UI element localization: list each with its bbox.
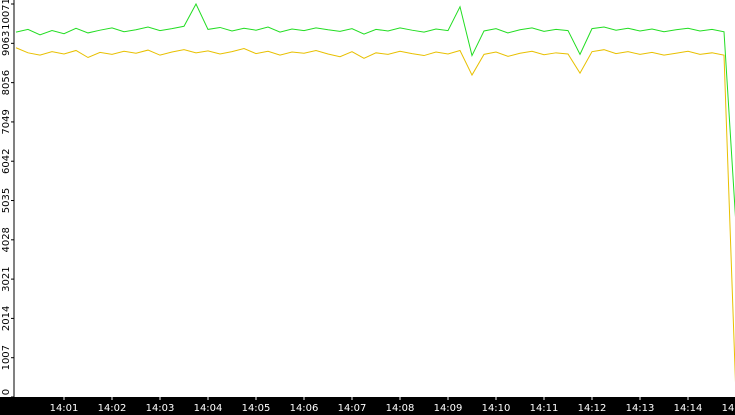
x-tick-label: 14:08: [386, 403, 415, 414]
y-tick-label: 3021: [1, 266, 12, 291]
y-tick-label: 5035: [1, 188, 12, 213]
x-axis-band: [0, 397, 735, 415]
x-tick-label: 14:14: [674, 403, 703, 414]
y-tick-label: 6042: [1, 148, 12, 173]
x-tick-label: 14:07: [338, 403, 367, 414]
x-tick-label: 14:12: [578, 403, 607, 414]
x-tick-label: 14:15: [722, 403, 735, 414]
x-tick-label: 14:02: [98, 403, 127, 414]
y-tick-label: 2014: [1, 306, 12, 331]
series-line: [15, 47, 735, 383]
y-tick-label: 8056: [1, 70, 12, 95]
y-tick-label: 7049: [1, 109, 12, 134]
y-tick-label: 0: [1, 389, 12, 395]
y-tick-label: 1007: [1, 345, 12, 370]
series-line: [15, 2, 735, 218]
x-tick-label: 14:09: [434, 403, 463, 414]
x-tick-label: 14:04: [194, 403, 223, 414]
y-tick-label: 4028: [1, 227, 12, 252]
x-tick-label: 14:03: [146, 403, 175, 414]
x-tick-label: 14:06: [290, 403, 319, 414]
x-tick-label: 14:05: [242, 403, 271, 414]
y-tick-label: 9063: [1, 31, 12, 56]
y-tick-label: 10071: [1, 0, 12, 30]
x-tick-label: 14:13: [626, 403, 655, 414]
x-tick-label: 14:01: [50, 403, 79, 414]
x-tick-label: 14:10: [482, 403, 511, 414]
x-tick-label: 14:11: [530, 403, 559, 414]
